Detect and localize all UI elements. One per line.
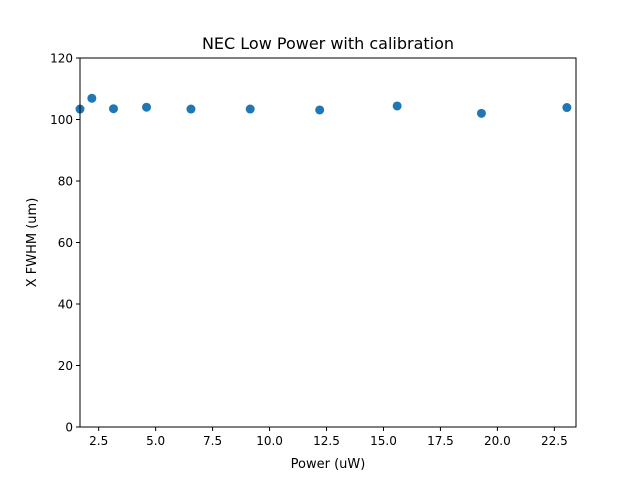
plot-frame — [79, 57, 577, 428]
y-tick-label: 40 — [58, 298, 73, 312]
y-tick-label: 0 — [65, 421, 73, 435]
data-point — [392, 101, 402, 111]
data-points — [75, 93, 572, 118]
data-point — [87, 93, 97, 103]
x-tick-label: 10.0 — [256, 434, 283, 448]
data-point — [186, 104, 196, 114]
x-tick-label: 12.5 — [313, 434, 340, 448]
y-tick-label: 80 — [58, 175, 73, 189]
y-tick-label: 120 — [50, 52, 73, 66]
y-tick-label: 60 — [58, 236, 73, 250]
x-tick-label: 17.5 — [427, 434, 454, 448]
data-point — [142, 102, 152, 112]
data-point — [562, 103, 572, 113]
x-tick-label: 22.5 — [541, 434, 568, 448]
x-tick-label: 5.0 — [146, 434, 165, 448]
data-point — [476, 108, 486, 118]
x-axis-ticks: 2.5 5.0 7.5 10.0 12.5 15.0 17.5 20.0 22.5 — [89, 427, 568, 448]
data-point — [108, 104, 118, 114]
x-axis-label: Power (uW) — [291, 457, 366, 472]
data-point — [315, 105, 325, 115]
y-tick-label: 100 — [50, 113, 73, 127]
x-tick-label: 7.5 — [203, 434, 222, 448]
y-axis-ticks: 0 20 40 60 80 100 120 — [50, 52, 80, 435]
x-tick-label: 20.0 — [484, 434, 511, 448]
chart-title: NEC Low Power with calibration — [202, 34, 454, 53]
data-point — [245, 104, 255, 114]
y-tick-label: 20 — [58, 359, 73, 373]
x-tick-label: 15.0 — [370, 434, 397, 448]
x-tick-label: 2.5 — [89, 434, 108, 448]
y-axis-label: X FWHM (um) — [25, 198, 40, 288]
